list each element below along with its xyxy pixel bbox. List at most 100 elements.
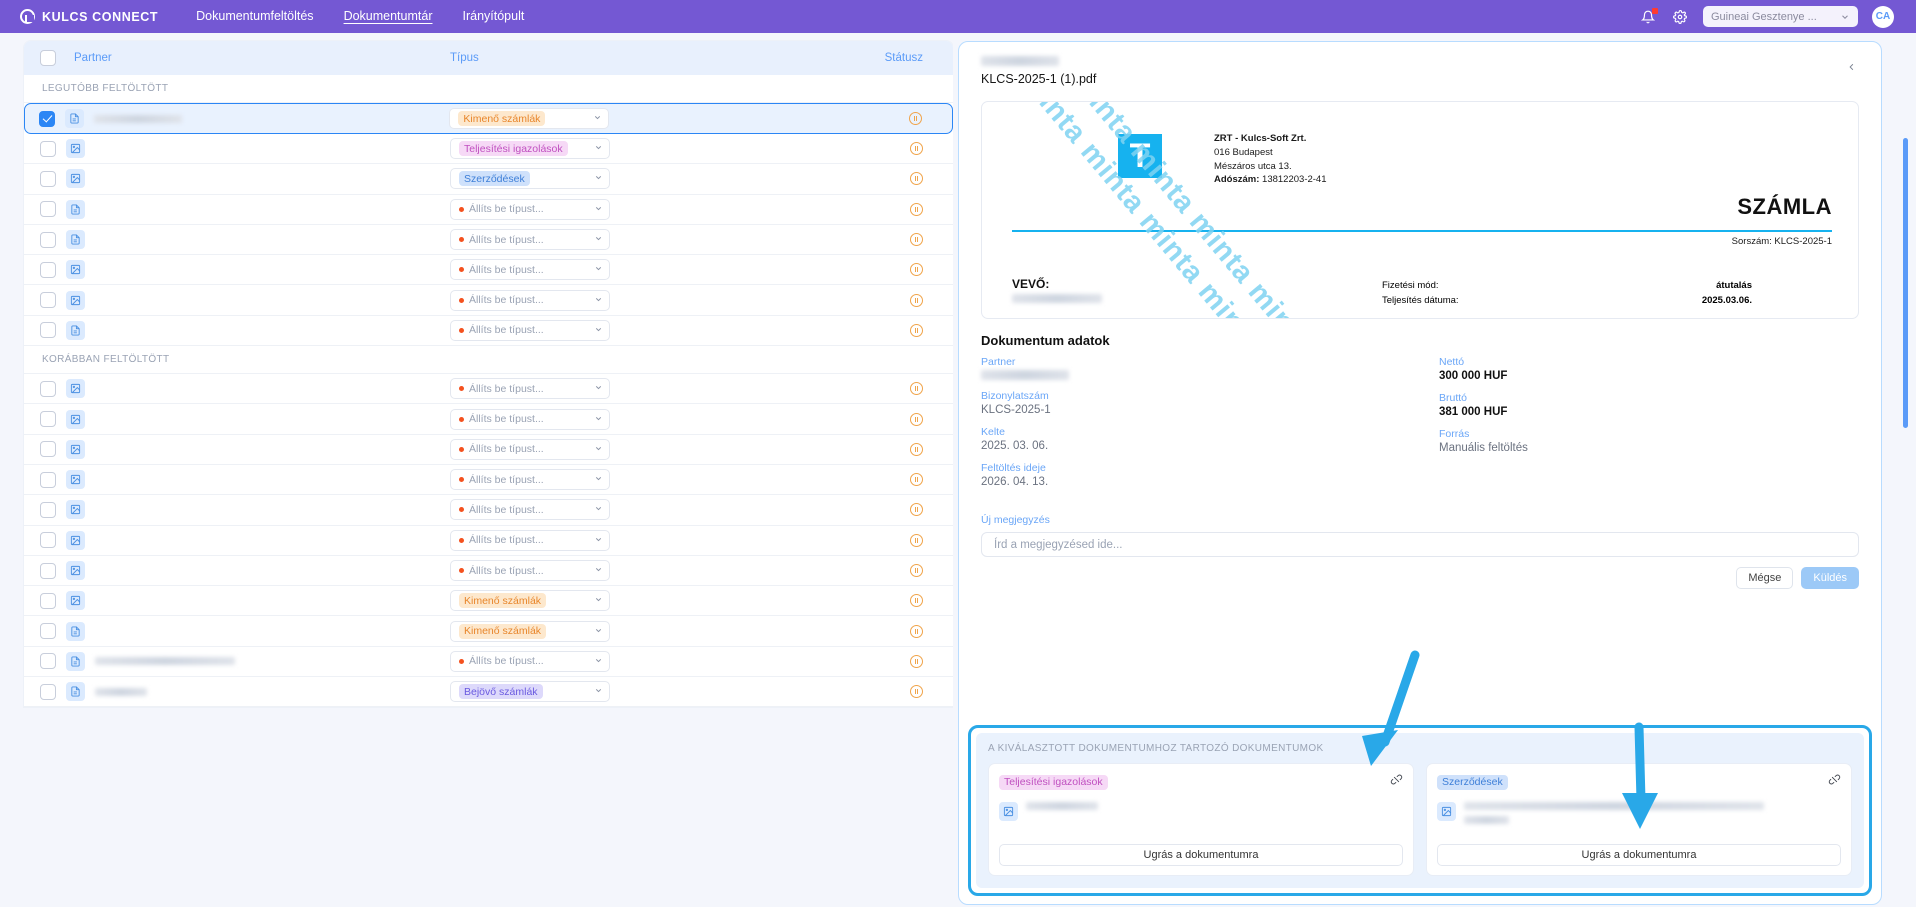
chevron-left-icon[interactable] [1844, 56, 1859, 81]
type-dropdown[interactable]: Állíts be típust... [450, 289, 610, 311]
table-row[interactable]: Állíts be típust... [24, 225, 953, 256]
table-row[interactable]: Állíts be típust... [24, 556, 953, 587]
pause-icon[interactable] [910, 172, 923, 186]
table-row[interactable]: Állíts be típust... [24, 465, 953, 496]
type-dropdown[interactable]: Teljesítési igazolások [450, 138, 610, 160]
pause-icon[interactable] [910, 263, 923, 277]
type-dropdown[interactable]: Állíts be típust... [450, 259, 610, 281]
settings-gear-icon[interactable] [1671, 8, 1689, 26]
goto-document-button[interactable]: Ugrás a dokumentumra [1437, 844, 1841, 866]
pause-icon[interactable] [910, 654, 923, 668]
chevron-down-icon [594, 535, 603, 546]
brand-logo-group[interactable]: KULCS CONNECT [20, 9, 158, 24]
row-checkbox[interactable] [40, 231, 56, 248]
page-scrollbar-track[interactable] [1903, 66, 1912, 907]
row-checkbox[interactable] [40, 501, 56, 518]
pause-icon[interactable] [910, 503, 923, 517]
row-checkbox[interactable] [40, 380, 56, 397]
type-dropdown[interactable]: Állíts be típust... [450, 319, 610, 341]
column-header-partner[interactable]: Partner [74, 52, 112, 64]
comment-cancel-button[interactable]: Mégse [1736, 567, 1794, 589]
pause-icon[interactable] [910, 142, 923, 156]
comment-submit-button[interactable]: Küldés [1801, 567, 1859, 589]
type-dropdown[interactable]: Kimenő számlák [450, 590, 610, 612]
type-dropdown[interactable]: Állíts be típust... [450, 408, 610, 430]
column-header-type[interactable]: Típus [450, 52, 479, 64]
unlink-icon[interactable] [1828, 773, 1841, 791]
table-row[interactable]: Kimenő számlák [24, 586, 953, 617]
pause-icon[interactable] [910, 564, 923, 577]
pause-icon[interactable] [910, 685, 923, 699]
table-row[interactable]: Állíts be típust... [24, 526, 953, 556]
user-avatar[interactable]: CA [1872, 5, 1894, 28]
tenant-selector[interactable]: Guineai Gesztenye ... [1703, 6, 1858, 27]
row-checkbox[interactable] [40, 471, 56, 488]
row-checkbox[interactable] [40, 322, 56, 339]
type-dropdown[interactable]: Állíts be típust... [450, 378, 610, 400]
type-dropdown[interactable]: Állíts be típust... [450, 198, 610, 220]
table-row[interactable]: Kimenő számlák [24, 616, 953, 647]
table-row[interactable]: Állíts be típust... [24, 404, 953, 435]
row-checkbox[interactable] [40, 592, 56, 609]
pause-icon[interactable] [910, 293, 923, 307]
notification-bell-icon[interactable] [1639, 7, 1658, 26]
nav-link-iranyitopult[interactable]: Irányítópult [462, 9, 525, 23]
type-dropdown[interactable]: Állíts be típust... [450, 499, 610, 521]
row-checkbox[interactable] [39, 110, 56, 127]
table-row[interactable]: Állíts be típust... [24, 374, 953, 405]
select-all-checkbox[interactable] [40, 50, 56, 66]
pause-icon[interactable] [910, 382, 923, 396]
row-checkbox[interactable] [40, 683, 56, 700]
nav-link-dokumentumtar[interactable]: Dokumentumtár [343, 9, 433, 23]
type-dropdown[interactable]: Bejövő számlák [450, 681, 610, 703]
type-dropdown[interactable]: Szerződések [450, 168, 610, 190]
pause-icon[interactable] [910, 323, 923, 337]
type-dropdown[interactable]: Állíts be típust... [450, 529, 610, 551]
table-row[interactable]: Állíts be típust... [24, 435, 953, 465]
table-row[interactable]: Állíts be típust... [24, 255, 953, 286]
pause-icon[interactable] [910, 533, 923, 547]
pause-icon[interactable] [910, 624, 923, 638]
row-checkbox[interactable] [40, 411, 56, 428]
row-checkbox[interactable] [40, 201, 56, 218]
pause-icon[interactable] [910, 473, 923, 487]
row-checkbox[interactable] [40, 140, 56, 157]
row-checkbox[interactable] [40, 261, 56, 278]
goto-document-button[interactable]: Ugrás a dokumentumra [999, 844, 1403, 866]
table-row[interactable]: Szerződések [24, 164, 953, 195]
row-checkbox[interactable] [40, 562, 56, 579]
pause-icon[interactable] [910, 233, 923, 247]
type-dropdown[interactable]: Állíts be típust... [450, 650, 610, 672]
type-dropdown[interactable]: Állíts be típust... [450, 229, 610, 251]
table-row[interactable]: Állíts be típust... [24, 195, 953, 225]
table-row[interactable]: Kimenő számlák [24, 103, 953, 134]
type-dropdown[interactable]: Állíts be típust... [450, 469, 610, 491]
row-checkbox[interactable] [40, 441, 56, 458]
table-row[interactable]: Teljesítési igazolások [24, 134, 953, 165]
type-dropdown[interactable]: Kimenő számlák [449, 108, 610, 129]
table-row[interactable]: Bejövő számlák [24, 677, 953, 708]
pause-icon[interactable] [910, 202, 923, 216]
row-checkbox[interactable] [40, 170, 56, 187]
comment-input[interactable]: Írd a megjegyzésed ide... [981, 532, 1859, 557]
table-row[interactable]: Állíts be típust... [24, 647, 953, 678]
nav-link-dokumentumfeltoltes[interactable]: Dokumentumfeltöltés [196, 9, 314, 23]
pdf-preview[interactable]: T ZRT - Kulcs-Soft Zrt. 016 Budapest Més… [981, 101, 1859, 319]
pause-icon[interactable] [910, 412, 923, 426]
row-checkbox[interactable] [40, 623, 56, 640]
row-checkbox[interactable] [40, 532, 56, 549]
table-row[interactable]: Állíts be típust... [24, 495, 953, 526]
pause-icon[interactable] [909, 112, 922, 125]
column-header-status[interactable]: Státusz [884, 52, 923, 64]
type-dropdown[interactable]: Állíts be típust... [450, 438, 610, 460]
table-row[interactable]: Állíts be típust... [24, 285, 953, 316]
unlink-icon[interactable] [1390, 773, 1403, 791]
table-row[interactable]: Állíts be típust... [24, 316, 953, 347]
row-checkbox[interactable] [40, 292, 56, 309]
type-dropdown[interactable]: Kimenő számlák [450, 620, 610, 642]
type-dropdown[interactable]: Állíts be típust... [450, 560, 610, 581]
pause-icon[interactable] [910, 442, 923, 456]
row-checkbox[interactable] [40, 653, 56, 670]
page-scrollbar-thumb[interactable] [1903, 138, 1908, 428]
pause-icon[interactable] [910, 594, 923, 608]
